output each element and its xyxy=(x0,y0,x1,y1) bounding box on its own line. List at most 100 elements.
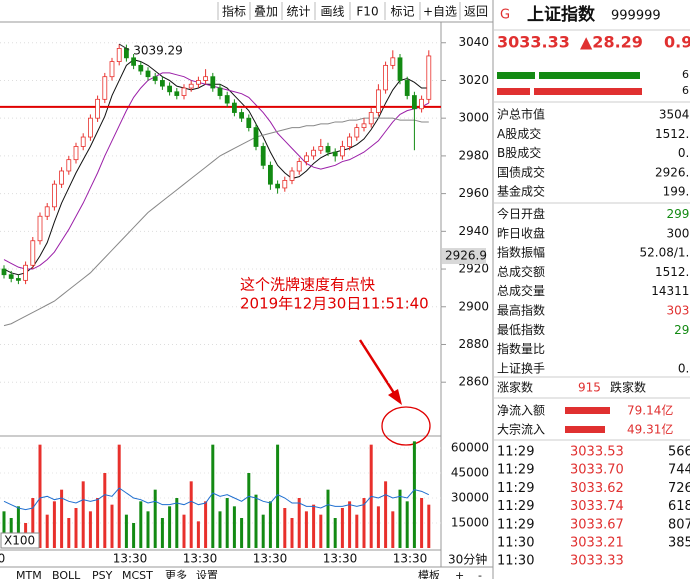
volume-bar xyxy=(240,518,244,548)
volume-bar xyxy=(362,498,366,548)
tab[interactable]: BOLL xyxy=(52,569,81,579)
candle-body xyxy=(282,180,288,189)
tab[interactable]: PSY xyxy=(92,569,113,579)
volume-bar xyxy=(261,514,265,548)
volume-bar xyxy=(333,518,337,548)
candle-body xyxy=(289,170,295,181)
stat-value: 2998 xyxy=(666,207,690,221)
candle-body xyxy=(311,149,317,157)
stat-value: 1512.9 xyxy=(655,265,690,279)
stat-label: 总成交量 xyxy=(497,283,545,298)
tick-cell: 726 xyxy=(668,481,690,496)
stat-label: 上证换手 xyxy=(497,361,545,375)
stat-label: 基金成交 xyxy=(497,184,545,199)
candle-body xyxy=(239,112,245,119)
toolbar-button[interactable]: 返回 xyxy=(464,5,488,19)
volume-bar xyxy=(52,501,56,548)
toolbar-button[interactable]: 标记 xyxy=(390,5,414,19)
volume-bar xyxy=(319,514,323,548)
volume-bar xyxy=(139,501,143,548)
volume-bar xyxy=(232,506,236,548)
stat-label: 总成交额 xyxy=(497,264,545,279)
candle-body xyxy=(267,164,273,185)
y-tick-label: 15000 xyxy=(451,516,489,530)
tab[interactable]: - xyxy=(478,569,482,579)
tab[interactable]: MTM xyxy=(16,569,42,579)
y-tick-label: 2960 xyxy=(458,186,489,200)
candle-body xyxy=(361,123,367,129)
tab[interactable]: + xyxy=(455,569,464,579)
tick-cell: 11:30 xyxy=(497,554,534,569)
moving-average xyxy=(3,59,429,276)
tick-cell: 11:29 xyxy=(497,463,534,478)
candle-body xyxy=(59,170,64,185)
candle-body xyxy=(246,117,252,129)
stat-label: 最高指数 xyxy=(497,303,545,318)
flow-value: 79.14亿 xyxy=(627,403,673,418)
highlight-circle xyxy=(381,406,431,446)
bar-label: 6 xyxy=(682,68,689,81)
candle-body xyxy=(260,146,266,166)
candle-body xyxy=(296,161,302,172)
volume-bar xyxy=(196,521,200,548)
candle-body xyxy=(152,76,158,81)
toolbar-button[interactable]: +自选 xyxy=(423,5,457,19)
volume-bar xyxy=(276,444,280,548)
candle-body xyxy=(116,48,122,63)
volume-bar xyxy=(124,514,128,548)
toolbar-button[interactable]: F10 xyxy=(356,5,378,19)
flow-bar xyxy=(565,426,605,433)
tab[interactable]: 更多 xyxy=(165,568,187,579)
volume-bar xyxy=(405,501,409,548)
tick-cell: 11:29 xyxy=(497,499,534,514)
y-tick-label: 2880 xyxy=(458,337,489,351)
candle-body xyxy=(174,91,180,96)
candle-body xyxy=(131,57,137,66)
tab[interactable]: MCST xyxy=(122,569,153,579)
volume-bar xyxy=(16,506,20,548)
index-name: 上证指数 xyxy=(527,4,596,25)
candle-body xyxy=(73,146,79,161)
x-tick-label: 13:30 xyxy=(323,552,358,566)
stat-value: 143115 xyxy=(651,284,690,298)
down-count-label: 跌家数 xyxy=(610,380,646,395)
candle-body xyxy=(217,87,223,96)
flow-label: 大宗流入 xyxy=(497,422,545,437)
toolbar-button[interactable]: 叠加 xyxy=(254,5,278,19)
stat-value: 0.4 xyxy=(678,361,690,375)
tab[interactable]: 模板 xyxy=(418,568,440,579)
candle-body xyxy=(210,76,216,89)
candle-body xyxy=(181,87,187,96)
tab[interactable]: 设置 xyxy=(196,569,218,579)
candle-body xyxy=(195,80,201,85)
candle-body xyxy=(224,95,230,104)
volume-bar xyxy=(412,441,416,548)
tick-cell: 3033.74 xyxy=(570,499,624,514)
candle-body xyxy=(318,146,324,151)
peak-label: 3039.29 xyxy=(133,44,183,58)
volume-bar xyxy=(81,481,85,548)
stat-label: 指数振幅 xyxy=(497,245,545,260)
toolbar-button[interactable]: 画线 xyxy=(320,5,344,19)
candle-body xyxy=(44,206,50,217)
x-tick-label: 13:30 xyxy=(0,552,5,566)
peak-pointer xyxy=(118,43,130,51)
annotation: 2019年12月30日11:51:40 xyxy=(240,295,429,313)
candle-body xyxy=(52,183,57,208)
up-count-label: 涨家数 xyxy=(497,380,533,395)
cursor-label: 2926.9 xyxy=(445,249,487,263)
flow-value: 49.31亿 xyxy=(627,422,673,437)
scale-label: X100 xyxy=(4,534,35,548)
toolbar-button[interactable]: 统计 xyxy=(286,5,310,19)
volume-bar xyxy=(312,504,316,548)
candle-body xyxy=(88,117,93,138)
toolbar-button[interactable]: 指标 xyxy=(222,4,246,19)
candle-body xyxy=(404,80,410,96)
y-tick-label: 30000 xyxy=(451,491,489,505)
volume-bar xyxy=(168,506,172,548)
volume-bar xyxy=(189,481,193,548)
tick-cell: 3033.53 xyxy=(570,445,624,460)
bar xyxy=(497,72,535,79)
volume-bar xyxy=(247,473,251,548)
volume-bar xyxy=(225,498,229,548)
